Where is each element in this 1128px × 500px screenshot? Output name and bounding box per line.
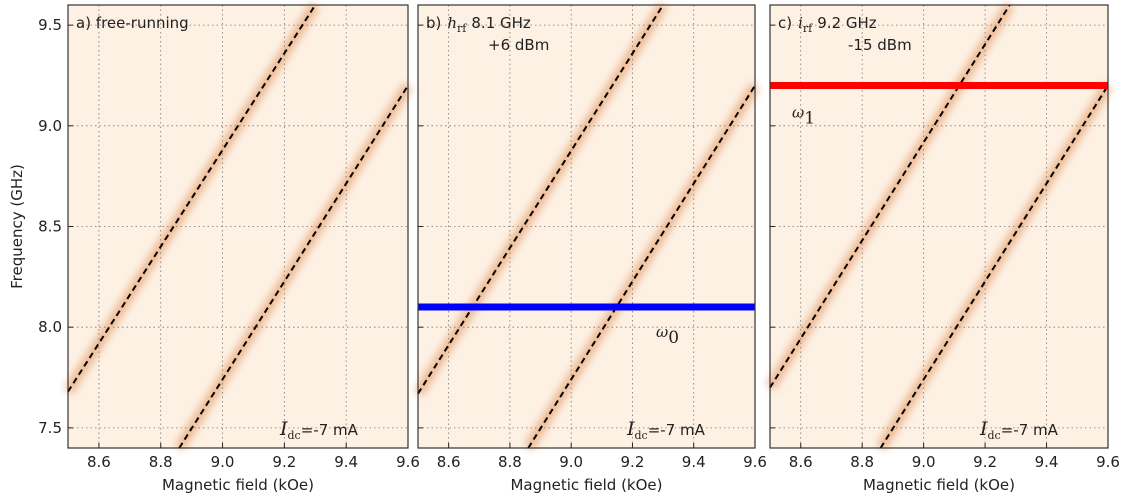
x-tick-label: 9.2 — [621, 453, 645, 471]
text-part: I — [979, 418, 988, 440]
text-part: 0 — [668, 328, 679, 348]
y-tick-label: 8.0 — [38, 318, 62, 336]
x-tick-label: 9.4 — [334, 453, 358, 471]
x-tick-label: 9.4 — [682, 453, 706, 471]
plot-frame — [769, 4, 1109, 449]
text-part: I — [279, 418, 288, 440]
drive-label: ω1 — [792, 104, 815, 129]
x-tick-label: 8.6 — [789, 453, 813, 471]
current-note: Idc=-7 mA — [279, 418, 359, 442]
text-part: rf — [803, 22, 813, 35]
x-tick-label: 8.8 — [149, 453, 173, 471]
y-tick-label: 9.0 — [38, 117, 62, 135]
y-tick-label: 8.5 — [38, 218, 62, 236]
current-note: Idc=-7 mA — [626, 418, 706, 442]
text-part: b) — [426, 14, 441, 32]
dashed-line — [67, 4, 317, 393]
dashed-line — [769, 4, 1011, 389]
x-axis-label: Magnetic field (kOe) — [510, 476, 662, 494]
text-part: dc — [988, 429, 1001, 442]
x-tick-label: 8.8 — [498, 453, 522, 471]
text-part: 8.1 GHz — [471, 14, 531, 32]
plot-background — [770, 5, 1108, 448]
plot-frame — [67, 4, 409, 449]
text-part: ω — [792, 104, 804, 122]
y-tick-label: 9.5 — [38, 16, 62, 34]
x-axis-label: Magnetic field (kOe) — [863, 476, 1015, 494]
text-part: 9.2 GHz — [817, 14, 877, 32]
x-tick-label: 9.6 — [396, 453, 420, 471]
text-part: a) free-running — [76, 14, 189, 32]
text-part: =-7 mA — [648, 421, 706, 439]
drive-label: ω0 — [656, 323, 679, 348]
panel-title-line2: +6 dBm — [488, 36, 549, 54]
x-tick-label: 8.8 — [850, 453, 874, 471]
text-part: =-7 mA — [301, 421, 359, 439]
dashed-line — [527, 85, 756, 449]
current-note: Idc=-7 mA — [979, 418, 1059, 442]
panel-title: b) hrf 8.1 GHz — [426, 14, 531, 35]
dashed-line — [178, 85, 409, 449]
x-axis-label: Magnetic field (kOe) — [162, 476, 314, 494]
plot-frame — [417, 4, 756, 449]
x-tick-label: 9.0 — [912, 453, 936, 471]
dashed-line — [417, 4, 664, 395]
text-part: h — [447, 14, 457, 32]
x-tick-label: 9.0 — [211, 453, 235, 471]
y-axis-label: Frequency (GHz) — [8, 164, 26, 289]
text-part: c) — [778, 14, 792, 32]
text-part: =-7 mA — [1001, 421, 1059, 439]
x-tick-label: 9.6 — [743, 453, 767, 471]
x-tick-label: 8.6 — [87, 453, 111, 471]
x-tick-label: 9.2 — [973, 453, 997, 471]
x-tick-label: 9.0 — [559, 453, 583, 471]
y-tick-label: 7.5 — [38, 419, 62, 437]
panel-title: a) free-running — [76, 14, 189, 32]
text-part: dc — [288, 429, 301, 442]
text-part: I — [626, 418, 635, 440]
text-part: rf — [457, 22, 467, 35]
x-tick-label: 8.6 — [437, 453, 461, 471]
plot-background — [68, 5, 408, 448]
x-tick-label: 9.6 — [1096, 453, 1120, 471]
panel-title: c) irf 9.2 GHz — [778, 14, 877, 35]
text-part: 1 — [804, 109, 815, 129]
text-part: dc — [635, 429, 648, 442]
dashed-line — [879, 85, 1109, 449]
plot-background — [418, 5, 755, 448]
panel-title-line2: -15 dBm — [848, 36, 912, 54]
x-tick-label: 9.4 — [1035, 453, 1059, 471]
text-part: ω — [656, 323, 668, 341]
x-tick-label: 9.2 — [272, 453, 296, 471]
text-part: i — [798, 14, 803, 32]
